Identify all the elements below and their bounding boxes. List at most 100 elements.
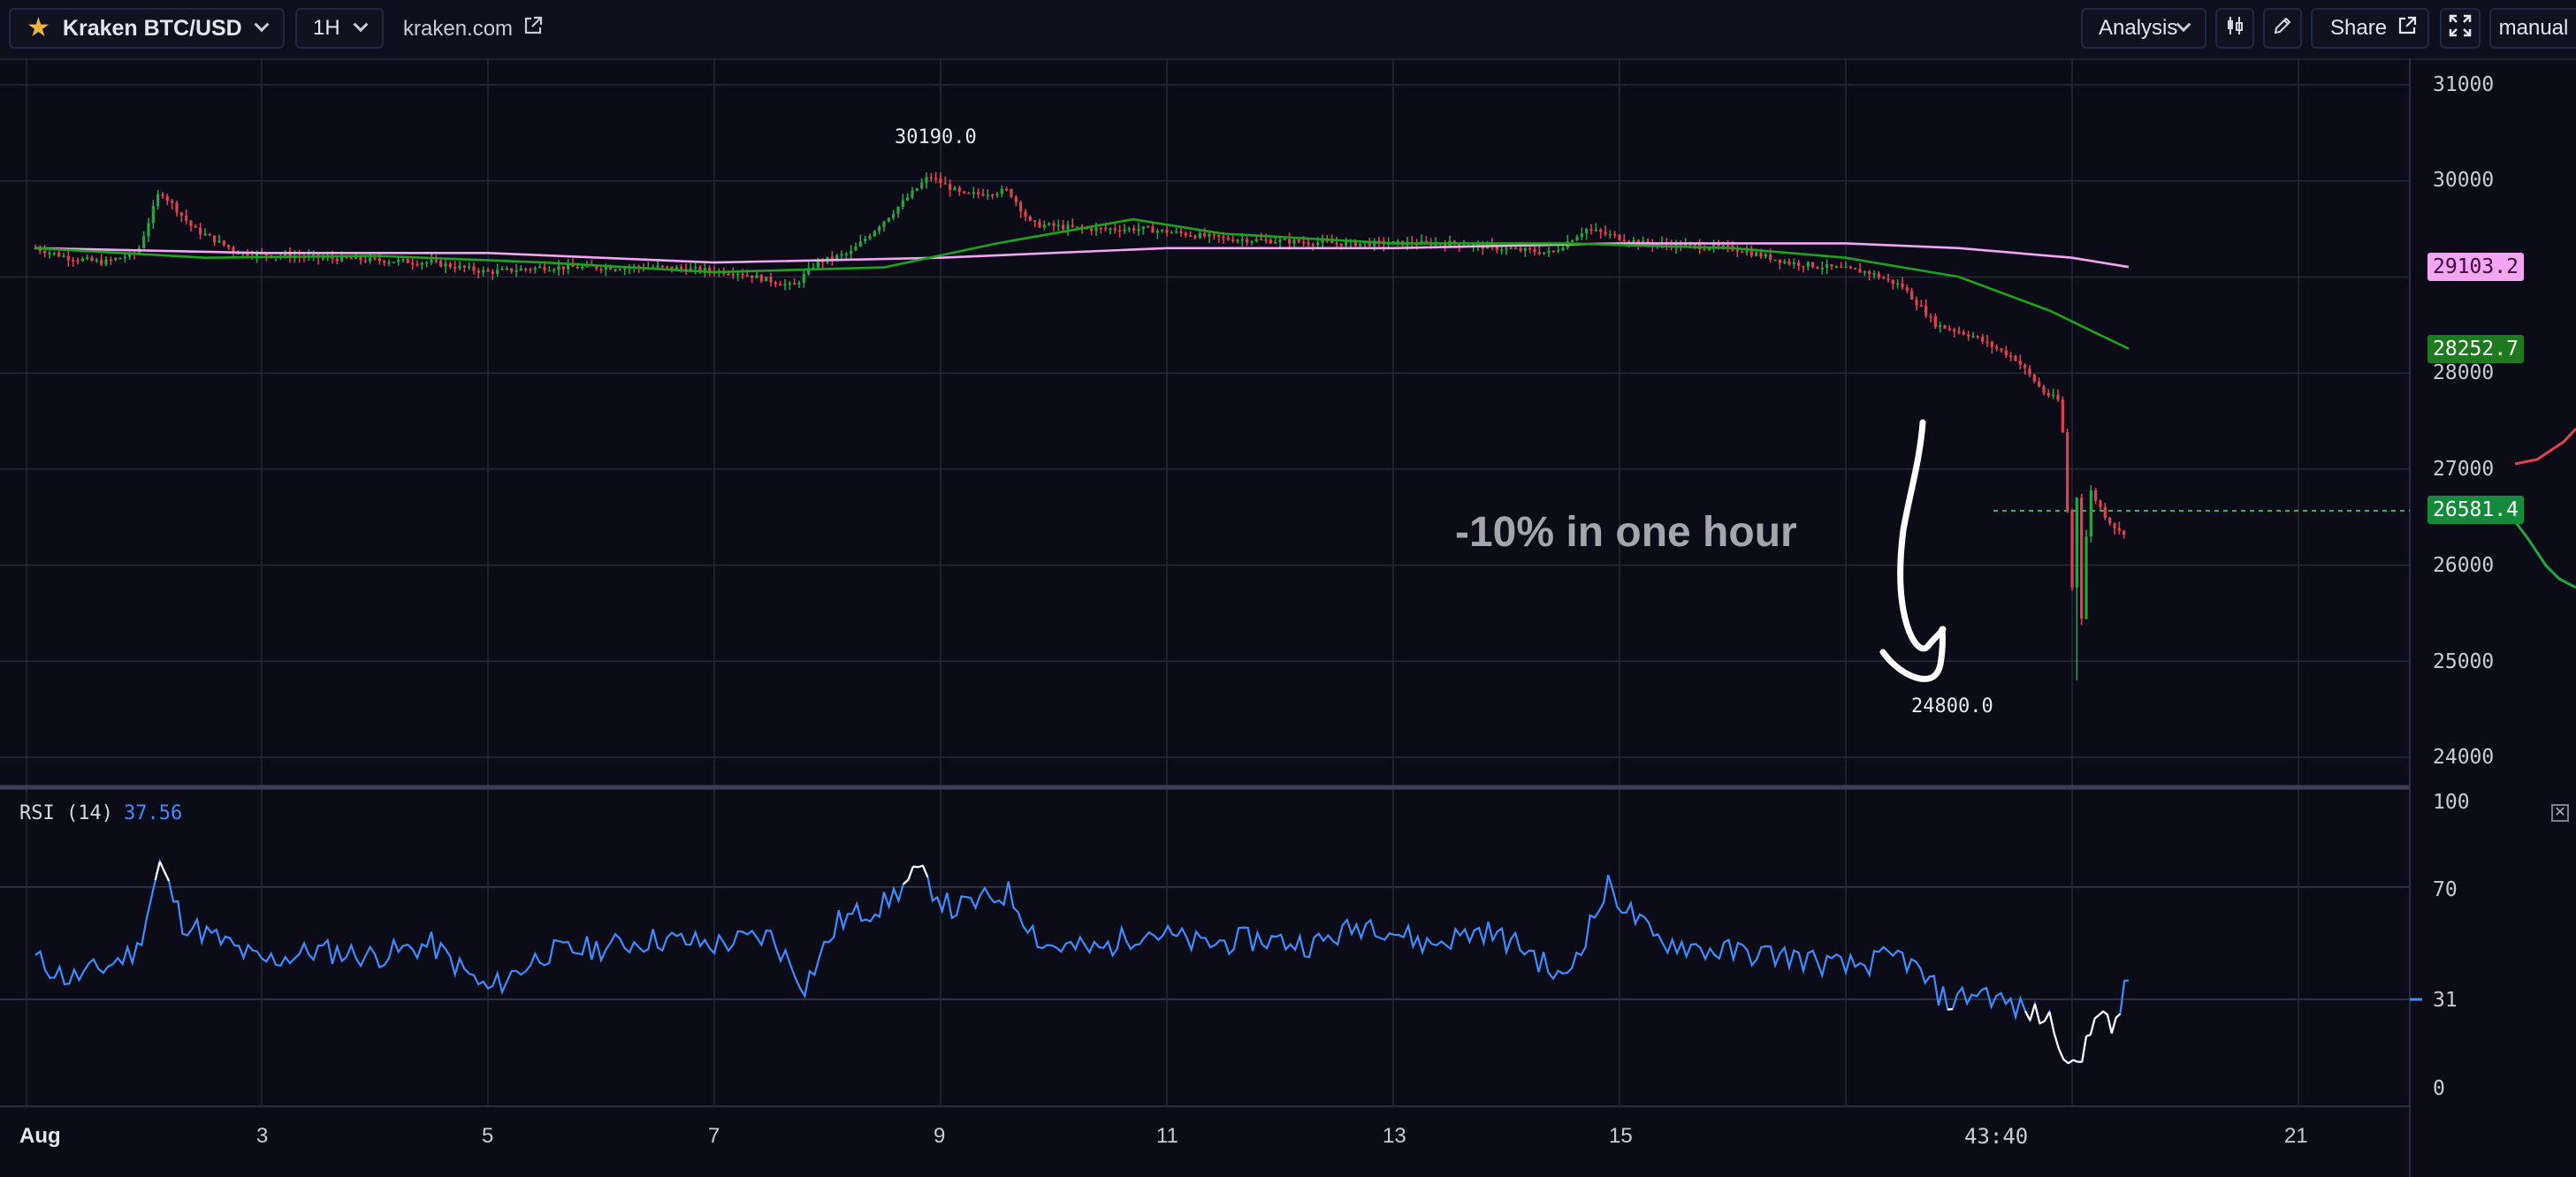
candle-body	[2038, 381, 2041, 387]
candle-body	[571, 264, 575, 268]
candle-body	[1797, 262, 1801, 266]
side-series-green	[2513, 520, 2576, 589]
fullscreen-button[interactable]	[2440, 8, 2481, 49]
star-icon[interactable]: ★	[27, 13, 50, 42]
candle-body	[1444, 244, 1447, 247]
candle-body	[1693, 244, 1696, 246]
candle-body	[949, 184, 952, 191]
candle-body	[1042, 224, 1046, 228]
candle-body	[1528, 247, 1532, 250]
candle-body	[529, 269, 532, 271]
candle-body	[953, 187, 956, 191]
candle-body	[1269, 239, 1272, 244]
candle-body	[1359, 243, 1362, 247]
candle-body	[1151, 226, 1155, 233]
candle-body	[2066, 432, 2069, 511]
candle-body	[1858, 269, 1862, 273]
share-button[interactable]: Share	[2311, 8, 2429, 49]
candle-body	[86, 257, 89, 259]
time-axis-label: 11	[1156, 1124, 1178, 1148]
rsi-extreme-segment	[2081, 1036, 2088, 1062]
candle-body	[1981, 337, 1985, 342]
rsi-current-value: 37.56	[123, 802, 183, 824]
candle-body	[179, 212, 183, 216]
scale-mode-button[interactable]: manual	[2489, 8, 2576, 49]
candle-body	[1721, 245, 1725, 247]
candle-body	[1820, 268, 1824, 270]
rsi-legend[interactable]: RSI (14) 37.56	[19, 802, 182, 824]
candle-body	[1755, 252, 1758, 256]
candle-body	[1783, 261, 1787, 263]
time-axis-cursor-label: 43:40	[1964, 1124, 2029, 1149]
rsi-extreme-segment	[2098, 1010, 2104, 1016]
rsi-extreme-segment	[158, 861, 165, 872]
candle-body	[1533, 249, 1536, 253]
external-link-icon	[523, 16, 543, 42]
candle-body	[1915, 299, 1918, 306]
candle-body	[1726, 245, 1730, 247]
source-link[interactable]: kraken.com	[403, 16, 543, 42]
candle-body	[1175, 231, 1178, 233]
candle-body	[1854, 268, 1857, 270]
candle-body	[1288, 239, 1292, 244]
candle-body	[807, 268, 811, 275]
candle-body	[567, 264, 570, 270]
candle-body	[255, 252, 259, 257]
price-axis-tick: 28000	[2433, 361, 2495, 384]
candle-body	[123, 256, 126, 259]
candle-body	[1684, 244, 1688, 247]
candle-body	[1113, 228, 1117, 231]
candle-body	[2117, 528, 2121, 531]
candle-body	[2042, 386, 2046, 393]
chevron-down-icon	[353, 17, 369, 33]
annotation-arrow	[1897, 419, 1947, 652]
candle-body	[727, 273, 730, 276]
candle-body	[246, 252, 249, 256]
rsi-extreme-segment	[2102, 1010, 2108, 1016]
candle-body	[476, 270, 480, 273]
candle-body	[2018, 361, 2022, 365]
candle-body	[623, 268, 627, 270]
candle-body	[439, 261, 443, 267]
candle-body	[1802, 265, 1805, 268]
time-axis-label: 21	[2284, 1124, 2308, 1148]
candle-body	[666, 266, 669, 268]
candle-body	[614, 269, 617, 271]
candle-body	[392, 262, 395, 263]
candle-body	[1773, 259, 1777, 262]
rsi-line	[34, 858, 2130, 1065]
candle-body	[1090, 228, 1094, 232]
close-icon[interactable]: ✕	[2551, 804, 2569, 822]
rsi-extreme-segment	[2085, 1033, 2092, 1037]
candle-body	[48, 252, 51, 254]
candle-body	[171, 201, 174, 203]
candle-body	[703, 268, 706, 272]
candle-body	[1278, 239, 1282, 243]
analysis-dropdown[interactable]: Analysis	[2081, 8, 2206, 49]
candle-body	[156, 194, 160, 207]
candle-body	[1000, 188, 1003, 194]
symbol-selector[interactable]: ★ Kraken BTC/USD	[9, 8, 285, 49]
candle-body	[1943, 324, 1947, 329]
rsi-extreme-segment	[2048, 1011, 2055, 1034]
candle-body	[911, 190, 914, 198]
candle-body	[1863, 270, 1866, 273]
candle-body	[1165, 229, 1169, 233]
candle-body	[383, 261, 386, 263]
drawing-tool-button[interactable]	[2263, 8, 2302, 49]
interval-selector[interactable]: 1H	[295, 8, 384, 49]
candle-body	[411, 262, 415, 265]
candle-body	[151, 206, 155, 224]
candle-body	[2000, 348, 2003, 351]
moving-average-pink	[34, 242, 2130, 269]
candle-body	[925, 177, 928, 183]
candle-body	[2052, 394, 2055, 397]
candle-body	[1222, 237, 1225, 239]
candle-body	[1571, 240, 1574, 242]
candle-body	[217, 240, 221, 243]
candle-body	[1387, 243, 1391, 246]
candle-type-button[interactable]	[2215, 8, 2254, 49]
price-chart[interactable]	[0, 58, 2576, 1177]
candle-body	[1547, 250, 1551, 253]
candle-body	[519, 269, 522, 271]
